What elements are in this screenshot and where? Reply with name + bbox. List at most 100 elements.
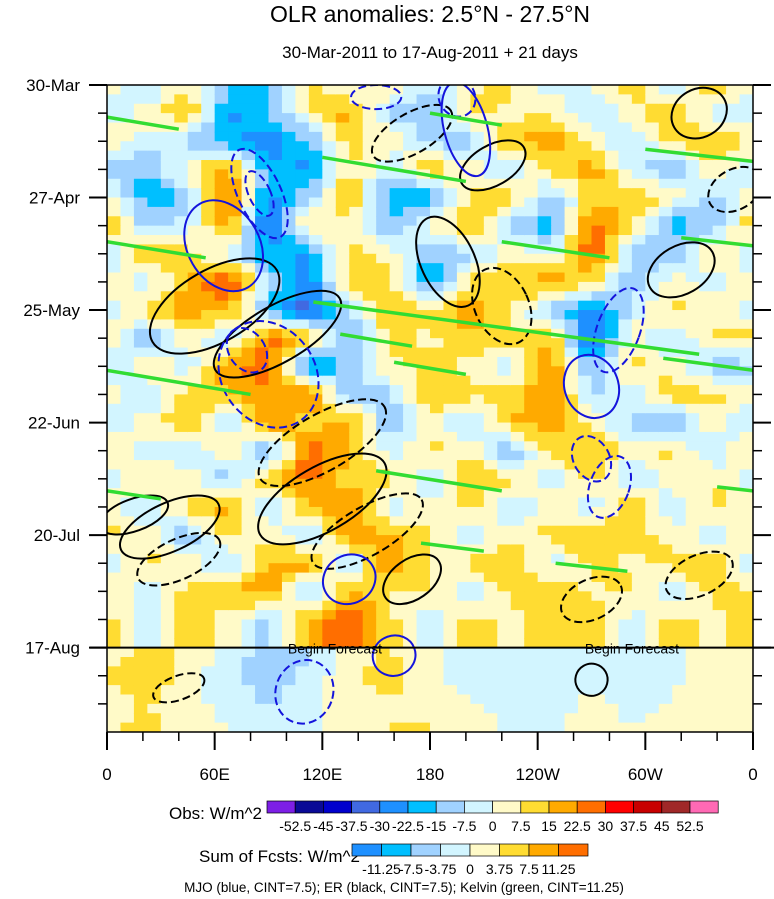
obs-cell <box>147 253 162 264</box>
obs-cell <box>174 253 189 264</box>
obs-cell <box>281 478 297 489</box>
obs-cell <box>699 356 714 367</box>
obs-cell <box>551 591 566 602</box>
obs-cell <box>160 244 175 255</box>
obs-cell <box>335 216 350 227</box>
obs-cell <box>362 488 377 499</box>
fcst-cell <box>618 647 633 658</box>
fcst-cell <box>214 703 229 714</box>
obs-cell <box>443 160 458 170</box>
obs-cell <box>389 403 404 414</box>
fcst-cell <box>349 694 364 705</box>
obs-cell <box>107 244 122 255</box>
obs-cell <box>483 216 498 227</box>
fcst-cell <box>308 666 323 677</box>
fcst-cell <box>403 647 418 658</box>
fcst-cell <box>578 722 593 732</box>
obs-cell <box>322 122 337 133</box>
fcst-cell <box>726 722 741 732</box>
obs-cell <box>322 291 337 302</box>
obs-cell <box>618 206 633 217</box>
er-contour <box>148 257 281 355</box>
obs-cell <box>524 150 539 161</box>
obs-cell <box>483 572 498 583</box>
obs-cell <box>295 422 310 433</box>
fcst-cell <box>672 722 687 732</box>
obs-cell <box>726 516 741 527</box>
fcst-cell <box>133 722 148 732</box>
fcst-cell <box>308 694 323 705</box>
obs-cell <box>147 610 162 621</box>
obs-cell <box>403 160 418 170</box>
obs-cell <box>228 225 243 236</box>
colorbar-swatch <box>633 800 663 814</box>
obs-cell <box>187 403 202 414</box>
obs-cell <box>403 413 418 424</box>
obs-cell <box>470 113 485 124</box>
obs-cell <box>672 272 687 283</box>
obs-cell <box>699 375 714 386</box>
fcst-cell <box>376 694 391 705</box>
obs-cell <box>604 375 620 386</box>
obs-cell <box>268 422 283 433</box>
obs-cell <box>281 572 297 583</box>
fcst-cell <box>268 703 283 714</box>
y-tick-label: 30-Mar <box>26 76 80 95</box>
obs-cell <box>295 619 310 630</box>
forecast-labels: Begin Forecast Begin Forecast <box>288 641 679 657</box>
obs-cell <box>295 553 310 564</box>
obs-cell <box>268 356 283 367</box>
obs-cell <box>322 253 337 264</box>
fcst-cell <box>578 647 593 658</box>
obs-cell <box>604 131 620 142</box>
obs-cell <box>295 610 310 621</box>
colorbar-tick-label: 15 <box>541 818 557 834</box>
obs-cell <box>281 610 297 621</box>
fcst-cell <box>483 713 498 724</box>
obs-cell <box>187 469 202 480</box>
obs-cell <box>389 281 404 292</box>
fcst-cell <box>268 675 283 686</box>
obs-cell <box>604 263 620 274</box>
obs-cell <box>147 375 162 386</box>
obs-cell <box>578 516 593 527</box>
obs-cell <box>322 197 337 208</box>
obs-cell <box>672 525 687 536</box>
obs-cell <box>470 169 485 180</box>
obs-cell <box>564 619 579 630</box>
obs-cell <box>214 122 229 133</box>
obs-cell <box>416 478 431 489</box>
obs-cell <box>497 469 512 480</box>
obs-cell <box>174 638 189 649</box>
obs-cell <box>295 403 310 414</box>
obs-cell <box>699 516 714 527</box>
obs-cell <box>645 263 660 274</box>
obs-cell <box>591 619 606 630</box>
obs-cell <box>591 478 606 489</box>
obs-cell <box>430 272 445 283</box>
obs-cell <box>658 572 673 583</box>
obs-cell <box>510 525 525 536</box>
obs-cell <box>107 338 122 349</box>
fcst-cell <box>107 722 122 732</box>
fcst-cell <box>672 713 687 724</box>
obs-cell <box>604 160 620 170</box>
obs-cell <box>133 319 148 330</box>
obs-cell <box>255 441 270 452</box>
obs-cell <box>578 413 593 424</box>
obs-cell <box>672 141 687 152</box>
obs-cell <box>147 478 162 489</box>
obs-cell <box>335 553 350 564</box>
obs-cell <box>672 113 687 124</box>
obs-cell <box>376 394 391 405</box>
obs-cell <box>403 281 418 292</box>
obs-cell <box>241 619 256 630</box>
fcst-cell <box>591 675 606 686</box>
obs-cell <box>308 553 323 564</box>
obs-cell <box>133 169 148 180</box>
fcst-cell <box>403 656 418 667</box>
colorbar-tick-label: 52.5 <box>676 818 703 834</box>
obs-cell <box>631 103 646 114</box>
obs-cell <box>120 310 135 321</box>
obs-cell <box>578 206 593 217</box>
